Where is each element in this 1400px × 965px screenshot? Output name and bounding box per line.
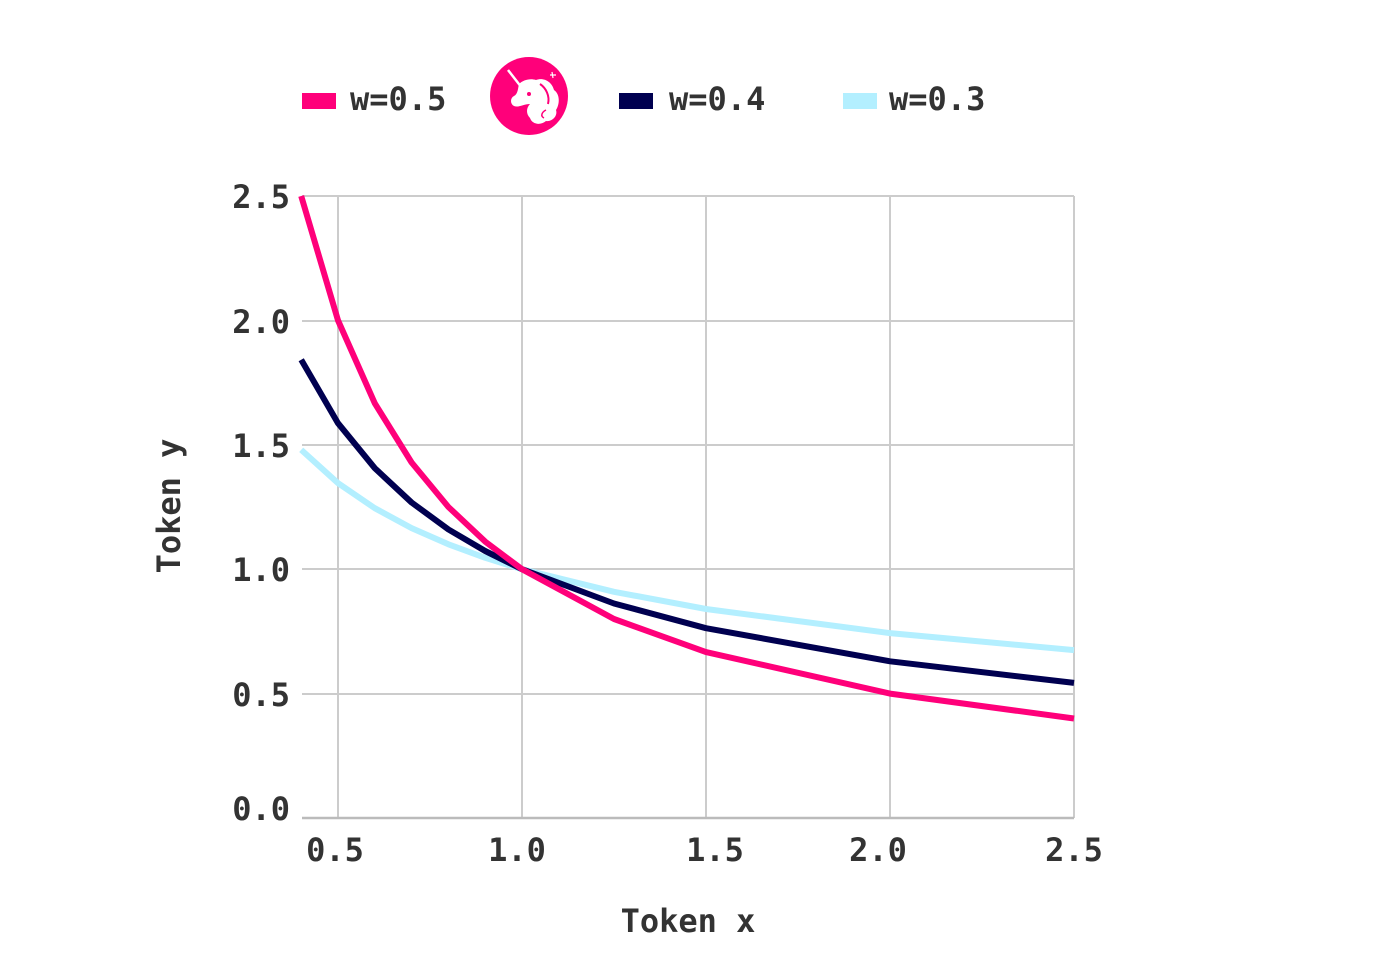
svg-text:1.5: 1.5 <box>686 831 744 869</box>
legend: w=0.5 w=0.4 w=0.3 <box>302 57 985 135</box>
series-line-w04[interactable] <box>298 358 1075 686</box>
svg-text:2.5: 2.5 <box>1045 831 1103 869</box>
svg-text:1.0: 1.0 <box>232 551 290 589</box>
y-axis-title: Token y <box>150 439 188 574</box>
gridlines <box>302 195 1075 818</box>
legend-label-w05: w=0.5 <box>350 80 446 118</box>
svg-text:2.0: 2.0 <box>849 831 907 869</box>
series-line-w05[interactable] <box>298 195 1075 722</box>
legend-swatch-w03 <box>843 93 877 109</box>
x-axis-title: Token x <box>621 902 756 940</box>
svg-text:2.5: 2.5 <box>232 178 290 216</box>
plot-area <box>298 195 1075 722</box>
legend-swatch-w05 <box>302 93 336 109</box>
svg-text:0.5: 0.5 <box>232 676 290 714</box>
legend-item-w03[interactable]: w=0.3 <box>843 80 985 118</box>
legend-label-w04: w=0.4 <box>669 80 765 118</box>
svg-text:1.5: 1.5 <box>232 427 290 465</box>
svg-text:0.5: 0.5 <box>306 831 364 869</box>
unicorn-logo-icon <box>490 57 568 135</box>
legend-item-w05[interactable]: w=0.5 <box>302 80 446 118</box>
legend-label-w03: w=0.3 <box>889 80 985 118</box>
legend-swatch-w04 <box>619 93 653 109</box>
svg-text:0.0: 0.0 <box>232 790 290 828</box>
svg-text:1.0: 1.0 <box>488 831 546 869</box>
y-axis-ticks: 2.5 2.0 1.5 1.0 0.5 0.0 <box>232 178 290 828</box>
x-axis-ticks: 0.5 1.0 1.5 2.0 2.5 <box>306 831 1103 869</box>
svg-text:2.0: 2.0 <box>232 303 290 341</box>
legend-item-w04[interactable]: w=0.4 <box>619 80 765 118</box>
series-line-w03[interactable] <box>299 447 1075 654</box>
